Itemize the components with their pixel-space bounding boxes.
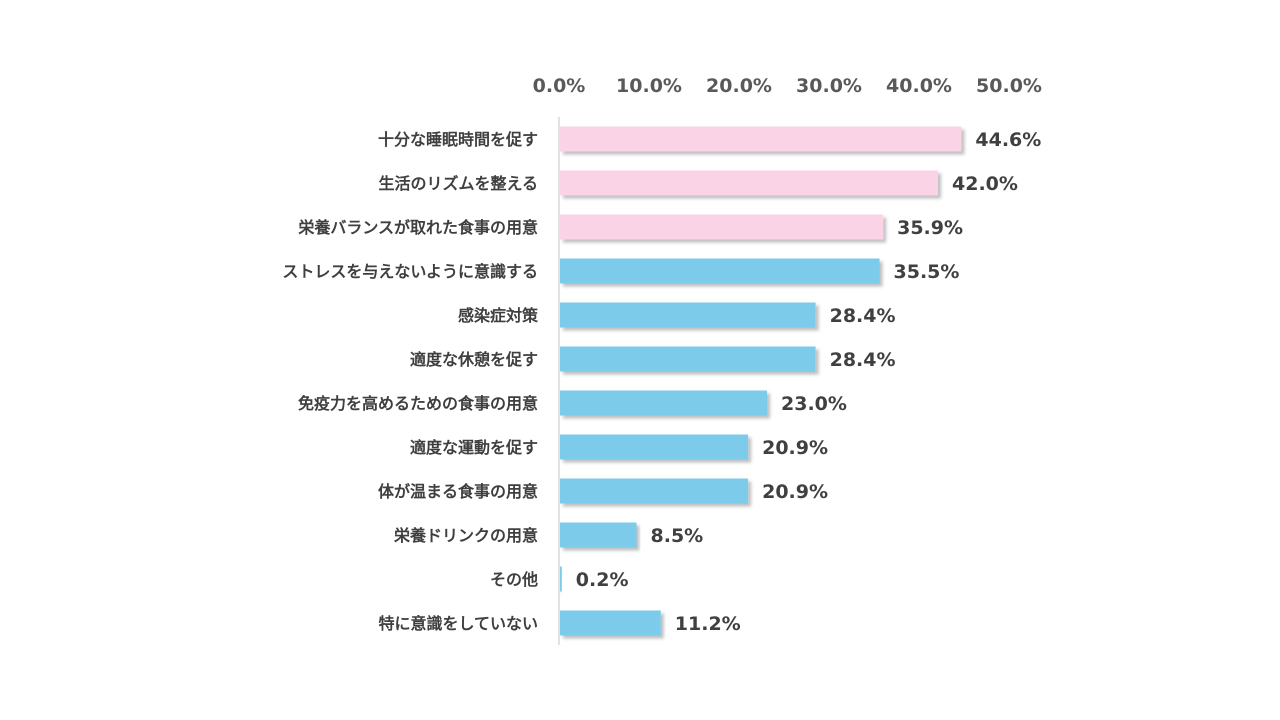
value-label: 8.5%	[651, 525, 704, 547]
bar	[560, 170, 938, 196]
category-label: 免疫力を高めるための食事の用意	[298, 394, 538, 413]
value-label: 28.4%	[830, 305, 896, 327]
category-label: 適度な休憩を促す	[410, 350, 538, 369]
bar-row: 栄養ドリンクの用意 8.5%	[393, 522, 704, 548]
category-label: 体が温まる食事の用意	[378, 482, 538, 501]
x-tick-label: 20.0%	[706, 75, 772, 97]
bar	[560, 434, 749, 460]
bar-row: 適度な運動を促す 20.9%	[410, 434, 828, 460]
category-label: 栄養バランスが取れた食事の用意	[297, 218, 538, 237]
value-label: 23.0%	[781, 393, 847, 415]
bar-row: その他 0.2%	[490, 566, 629, 592]
x-axis-ticks: 0.0% 10.0% 20.0% 30.0% 40.0% 50.0%	[533, 75, 1042, 97]
x-tick-label: 50.0%	[976, 75, 1042, 97]
value-label: 20.9%	[762, 437, 828, 459]
category-label: 栄養ドリンクの用意	[393, 526, 538, 545]
category-label: 特に意識をしていない	[378, 614, 538, 633]
bar	[560, 302, 816, 328]
category-label: ストレスを与えないように意識する	[282, 262, 538, 281]
bar	[560, 214, 884, 240]
bar	[560, 610, 661, 636]
bar-row: 体が温まる食事の用意 20.9%	[378, 478, 828, 504]
bar	[560, 258, 880, 284]
bar	[560, 522, 637, 548]
x-tick-label: 30.0%	[796, 75, 862, 97]
bar	[560, 566, 562, 592]
bar	[560, 126, 962, 152]
value-label: 44.6%	[975, 129, 1041, 151]
value-label: 28.4%	[830, 349, 896, 371]
bar-row: 適度な休憩を促す 28.4%	[410, 346, 896, 372]
x-tick-label: 40.0%	[886, 75, 952, 97]
category-label: その他	[490, 570, 538, 589]
bar-row: 特に意識をしていない 11.2%	[378, 610, 741, 636]
bar-row: 生活のリズムを整える 42.0%	[378, 170, 1018, 196]
bar-row: 栄養バランスが取れた食事の用意 35.9%	[297, 214, 963, 240]
bar-row: 感染症対策 28.4%	[458, 302, 896, 328]
bar	[560, 346, 816, 372]
value-label: 11.2%	[675, 613, 741, 635]
x-tick-label: 10.0%	[616, 75, 682, 97]
bar-row: 十分な睡眠時間を促す 44.6%	[378, 126, 1041, 152]
category-label: 適度な運動を促す	[410, 438, 538, 457]
value-label: 35.5%	[894, 261, 960, 283]
bar-row: ストレスを与えないように意識する 35.5%	[282, 258, 960, 284]
category-label: 十分な睡眠時間を促す	[378, 130, 538, 149]
category-label: 感染症対策	[458, 306, 539, 325]
value-label: 0.2%	[576, 569, 629, 591]
category-label: 生活のリズムを整える	[378, 174, 538, 193]
bars: 十分な睡眠時間を促す 44.6% 生活のリズムを整える 42.0% 栄養バランスが取れた…	[282, 126, 1041, 636]
value-label: 42.0%	[952, 173, 1018, 195]
value-label: 35.9%	[897, 217, 963, 239]
bar	[560, 390, 767, 416]
bar-row: 免疫力を高めるための食事の用意 23.0%	[298, 390, 847, 416]
value-label: 20.9%	[762, 481, 828, 503]
bar	[560, 478, 749, 504]
x-tick-label: 0.0%	[533, 75, 586, 97]
